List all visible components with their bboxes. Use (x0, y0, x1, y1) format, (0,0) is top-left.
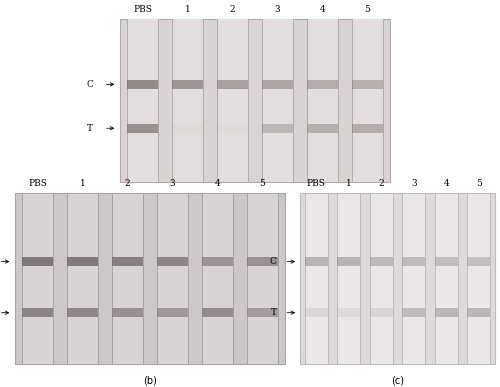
Text: 3: 3 (274, 5, 280, 14)
Text: T: T (87, 124, 93, 133)
Text: PBS: PBS (133, 5, 152, 14)
Text: 4: 4 (444, 180, 449, 188)
Bar (305, 308, 328, 317)
Bar (22, 308, 54, 317)
Text: 1: 1 (184, 5, 190, 14)
Text: PBS: PBS (307, 180, 326, 188)
Bar (338, 194, 360, 364)
Bar (247, 194, 278, 364)
Bar (67, 308, 98, 317)
Bar (112, 194, 144, 364)
Bar (435, 308, 458, 317)
Bar (352, 124, 384, 133)
Bar (217, 19, 248, 182)
Text: 2: 2 (378, 180, 384, 188)
Bar (307, 80, 338, 89)
Text: 2: 2 (124, 180, 130, 188)
Text: T: T (270, 308, 276, 317)
Text: 5: 5 (364, 5, 370, 14)
Text: PBS: PBS (28, 180, 47, 188)
Text: 3: 3 (411, 180, 416, 188)
Bar (202, 308, 234, 317)
Bar (468, 194, 490, 364)
Bar (217, 124, 248, 133)
Bar (435, 194, 458, 364)
Text: (a): (a) (248, 193, 262, 203)
Text: 4: 4 (320, 5, 326, 14)
Bar (67, 257, 98, 266)
Bar (468, 308, 490, 317)
Bar (370, 308, 392, 317)
Bar (305, 257, 328, 266)
Bar (338, 257, 360, 266)
Bar (157, 308, 188, 317)
Bar (172, 124, 203, 133)
Bar (127, 19, 158, 182)
Text: 4: 4 (214, 180, 220, 188)
Text: (b): (b) (143, 376, 157, 386)
Bar (22, 194, 54, 364)
Bar (112, 257, 144, 266)
Bar (217, 80, 248, 89)
Text: 5: 5 (476, 180, 482, 188)
Bar (402, 308, 425, 317)
Bar (112, 308, 144, 317)
Text: (c): (c) (391, 376, 404, 386)
Bar (202, 194, 234, 364)
Text: 2: 2 (230, 5, 235, 14)
Bar (127, 80, 158, 89)
Text: 3: 3 (170, 180, 175, 188)
Bar (468, 257, 490, 266)
Bar (127, 124, 158, 133)
Bar (338, 308, 360, 317)
Bar (305, 194, 328, 364)
Bar (157, 257, 188, 266)
Bar (262, 19, 293, 182)
Bar (157, 194, 188, 364)
Bar (247, 308, 278, 317)
Bar (262, 80, 293, 89)
Bar (172, 80, 203, 89)
Bar (247, 257, 278, 266)
Bar (262, 124, 293, 133)
Text: 1: 1 (346, 180, 352, 188)
Bar (22, 257, 54, 266)
Text: C: C (270, 257, 276, 266)
Bar (402, 257, 425, 266)
Bar (202, 257, 234, 266)
Bar (67, 194, 98, 364)
Bar (435, 257, 458, 266)
Bar (370, 194, 392, 364)
Text: 5: 5 (260, 180, 266, 188)
Text: C: C (86, 80, 93, 89)
Bar (352, 19, 384, 182)
Bar (402, 194, 425, 364)
Bar (307, 19, 338, 182)
Bar (370, 257, 392, 266)
Bar (172, 19, 203, 182)
Bar (307, 124, 338, 133)
Text: 1: 1 (80, 180, 86, 188)
Bar (352, 80, 384, 89)
